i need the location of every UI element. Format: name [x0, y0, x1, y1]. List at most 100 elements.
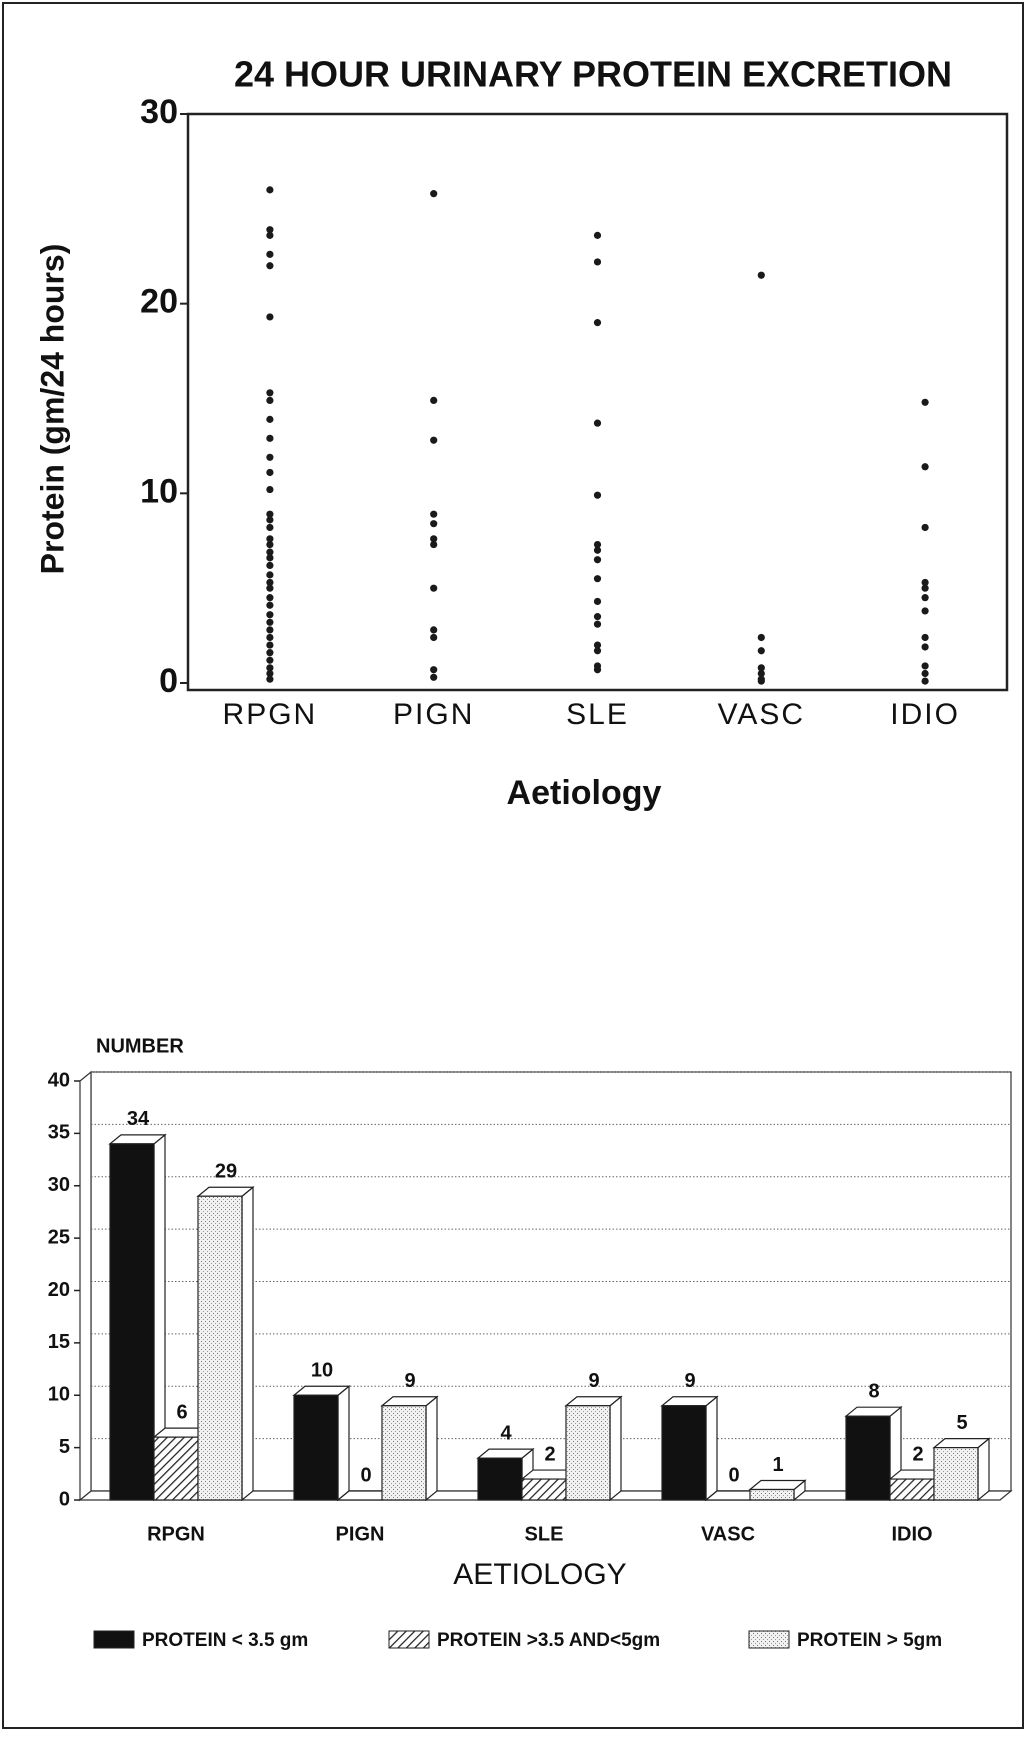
point: [430, 584, 438, 592]
point: [266, 313, 274, 321]
point: [266, 641, 274, 649]
x-tick-label: VASC: [701, 1523, 755, 1545]
legend-swatch: [748, 1630, 790, 1649]
point: [593, 575, 602, 583]
bar: [381, 1405, 427, 1501]
point: [921, 398, 929, 406]
x-axis-label: Aetiology: [507, 774, 662, 812]
y-axis-label: NUMBER: [96, 1035, 184, 1057]
point: [430, 666, 438, 674]
point: [593, 258, 602, 266]
bar: [749, 1488, 795, 1501]
point: [757, 664, 765, 672]
point: [266, 649, 274, 657]
legend-label: PROTEIN > 5gm: [797, 1630, 942, 1651]
y-tick-label: 20: [140, 283, 178, 321]
point: [266, 656, 274, 664]
point: [266, 633, 274, 642]
point: [921, 584, 929, 592]
point: [593, 319, 602, 327]
point: [266, 262, 274, 270]
point: [430, 633, 438, 642]
bar: [889, 1478, 935, 1501]
point: [266, 594, 274, 602]
point: [593, 556, 602, 564]
point: [430, 540, 438, 549]
point: [266, 626, 274, 634]
bar-side: [241, 1185, 254, 1502]
point: [266, 554, 274, 562]
point: [266, 389, 274, 397]
point: [430, 436, 438, 444]
x-tick-label: PIGN: [393, 698, 474, 731]
point: [430, 626, 438, 634]
point: [593, 620, 602, 628]
point: [593, 546, 602, 554]
y-tick-label: 40: [48, 1069, 70, 1091]
point: [593, 491, 602, 499]
bar: [109, 1143, 155, 1501]
value-label: 0: [728, 1464, 739, 1486]
y-tick-label: 15: [48, 1331, 70, 1353]
point: [757, 633, 765, 642]
value-label: 4: [500, 1422, 512, 1444]
point: [593, 540, 602, 549]
y-tick-label: 30: [140, 93, 178, 131]
y-tick-label: 5: [59, 1436, 70, 1458]
point: [921, 643, 929, 651]
bar: [197, 1195, 243, 1501]
point: [593, 231, 602, 239]
bar: [845, 1415, 891, 1501]
point: [430, 535, 438, 543]
point: [266, 601, 274, 609]
value-label: 5: [956, 1412, 967, 1434]
bar: [565, 1405, 611, 1501]
point: [266, 548, 274, 556]
point: [921, 677, 929, 685]
value-label: 9: [588, 1370, 599, 1392]
legend-swatch: [388, 1630, 430, 1649]
bar-side: [705, 1395, 718, 1502]
bar-side: [425, 1395, 438, 1502]
point: [266, 485, 274, 494]
point: [921, 463, 929, 471]
point: [266, 226, 274, 234]
value-label: 29: [215, 1161, 237, 1183]
y-tick-label: 25: [48, 1226, 70, 1248]
point: [430, 520, 438, 528]
bar: [933, 1447, 979, 1501]
point: [266, 669, 274, 678]
x-tick-label: PIGN: [336, 1523, 385, 1545]
point: [266, 231, 274, 239]
point: [757, 647, 765, 655]
point: [266, 510, 274, 518]
value-label: 6: [176, 1401, 187, 1423]
value-label: 2: [544, 1443, 555, 1465]
point: [921, 594, 929, 602]
y-tick-label: 30: [48, 1174, 70, 1196]
point: [266, 535, 274, 543]
point: [430, 673, 438, 681]
point: [921, 669, 929, 678]
point: [757, 271, 765, 279]
bar-side: [977, 1437, 990, 1502]
x-tick-label: IDIO: [890, 698, 960, 731]
point: [430, 190, 438, 198]
side-wall: [79, 1070, 92, 1502]
x-tick-label: RPGN: [223, 698, 318, 731]
value-label: 0: [360, 1464, 371, 1486]
point: [266, 396, 274, 404]
y-tick-label: 0: [159, 662, 178, 700]
x-tick-label: SLE: [525, 1523, 564, 1545]
point: [430, 396, 438, 404]
point: [266, 675, 274, 683]
point: [266, 611, 274, 619]
point: [921, 523, 929, 532]
value-label: 10: [311, 1360, 333, 1382]
point: [593, 419, 602, 427]
legend-label: PROTEIN < 3.5 gm: [142, 1630, 308, 1651]
point: [266, 540, 274, 549]
value-label: 9: [684, 1370, 695, 1392]
x-tick-label: SLE: [566, 698, 629, 731]
